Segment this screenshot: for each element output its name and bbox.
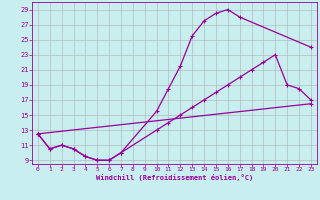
X-axis label: Windchill (Refroidissement éolien,°C): Windchill (Refroidissement éolien,°C) bbox=[96, 174, 253, 181]
